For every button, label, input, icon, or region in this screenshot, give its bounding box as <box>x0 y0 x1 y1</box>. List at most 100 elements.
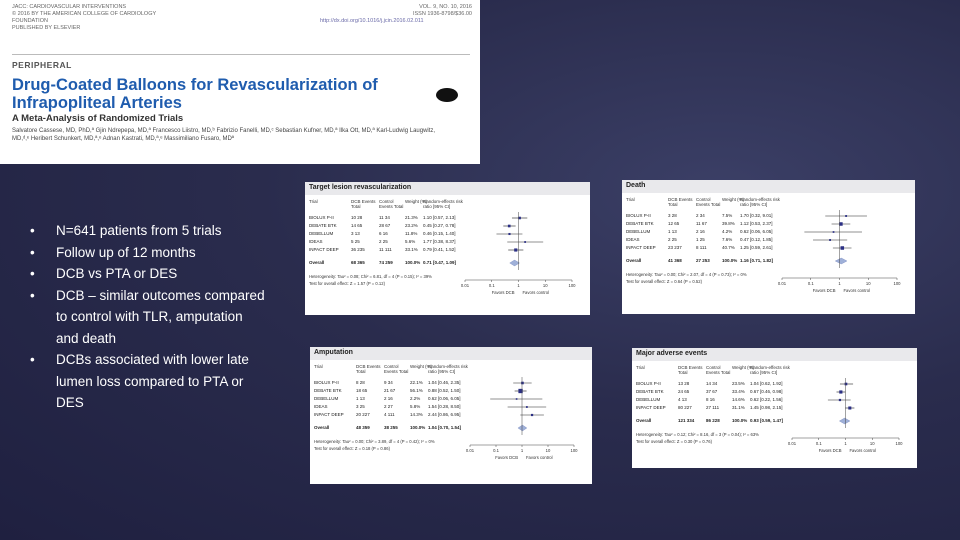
column-header: DCB Events Total <box>351 199 376 209</box>
row-ctrl: 21 67 <box>384 388 396 393</box>
row-ci: 0.62 [0.06, 6.05] <box>428 396 461 401</box>
forest-plot-svg: 0.01 0.1 1 10 100 Favors DCB Favors control <box>466 377 578 460</box>
row-ctrl: 9 34 <box>384 380 393 385</box>
row-weight: 40.7% <box>722 245 735 250</box>
point-estimate <box>845 215 848 217</box>
row-ctrl: 28 67 <box>379 223 391 228</box>
point-estimate <box>518 388 523 394</box>
x-tick-label: 1 <box>517 283 520 288</box>
x-tick-label: 0.01 <box>461 283 470 288</box>
row-ci: 1.77 [0.38, 8.37] <box>423 239 456 244</box>
favours-left-label: Favors DCB <box>813 288 836 293</box>
overall-effect-note: Test for overall effect: Z = 1.57 (P = 0… <box>309 281 385 286</box>
row-ctrl: 4 111 <box>384 412 395 417</box>
row-ctrl: 37 67 <box>706 389 718 394</box>
x-tick-label: 0.01 <box>778 281 787 286</box>
row-ci: 1.10 [0.57, 2.13] <box>423 215 456 220</box>
row-weight: 23.5% <box>732 381 745 386</box>
overall-label: Overall <box>626 258 642 263</box>
row-trial: DEBELLUM <box>636 397 661 402</box>
row-dcb: 4 13 <box>678 397 687 402</box>
heterogeneity-note: Heterogeneity: Tau² = 0.00; Chi² = 3.89,… <box>314 439 435 444</box>
overall-diamond <box>509 259 520 267</box>
figure-title: Amputation <box>310 347 592 360</box>
row-weight: 5.8% <box>410 404 421 409</box>
row-weight: 5.6% <box>405 239 416 244</box>
journal-meta-right: VOL. 9, NO. 10, 2016 ISSN 1936-8798/$36.… <box>352 4 472 18</box>
forest-plot-svg: 0.01 0.1 1 10 100 Favors DCB Favors control <box>778 210 902 293</box>
meta-line: © 2016 BY THE AMERICAN COLLEGE OF CARDIO… <box>12 11 157 24</box>
column-header: Random-effects risk ratio [95% CI] <box>740 197 780 207</box>
row-weight: 33.1% <box>405 247 418 252</box>
row-ci: 1.25 [0.59, 2.61] <box>740 245 773 250</box>
bullet-item: DCB – similar outcomes compared to contr… <box>30 285 266 350</box>
paper-subtitle: A Meta-Analysis of Randomized Trials <box>12 113 184 124</box>
point-estimate <box>848 406 852 410</box>
row-weight: 31.1% <box>732 405 745 410</box>
row-dcb: 24 65 <box>678 389 690 394</box>
row-ctrl: 2 16 <box>384 396 393 401</box>
row-ctrl: 8 111 <box>696 245 707 250</box>
row-ci: 1.04 [0.46, 2.35] <box>428 380 461 385</box>
row-weight: 7.6% <box>722 237 733 242</box>
forest-plot-major-adverse-events: Major adverse events Trial DCB Events Tota… <box>632 348 917 468</box>
row-ci: 0.45 [0.27, 0.78] <box>423 223 456 228</box>
x-tick-label: 100 <box>894 281 902 286</box>
forest-plot-death: Death Trial DCB Events Total Control Events… <box>622 180 915 314</box>
meta-line: JACC: CARDIOVASCULAR INTERVENTIONS <box>12 4 127 10</box>
overall-ctrl: 27 253 <box>696 258 710 263</box>
column-header: Weight (%) <box>722 197 745 202</box>
row-weight: 14.3% <box>410 412 423 417</box>
row-ctrl: 14 34 <box>706 381 718 386</box>
row-trial: IDEAS <box>314 404 328 409</box>
row-ci: 1.45 [0.98, 2.15] <box>750 405 783 410</box>
point-estimate <box>514 248 518 252</box>
favours-left-label: Favors DCB <box>492 290 515 295</box>
column-header: DCB Events Total <box>678 365 703 375</box>
row-weight: 11.8% <box>405 231 418 236</box>
x-tick-label: 0.1 <box>489 283 495 288</box>
point-estimate <box>839 390 843 394</box>
row-ci: 1.54 [0.28, 8.50] <box>428 404 461 409</box>
x-tick-label: 10 <box>866 281 871 286</box>
x-tick-label: 0.1 <box>808 281 814 286</box>
row-ctrl: 2 27 <box>384 404 393 409</box>
overall-ci: 1.16 [0.71, 1.82] <box>740 258 774 263</box>
overall-label: Overall <box>309 260 325 265</box>
row-ci: 1.12 [0.53, 2.37] <box>740 221 773 226</box>
overall-weight: 100.0% <box>732 418 748 423</box>
overall-effect-note: Test for overall effect: Z = 0.64 (P = 0… <box>626 279 702 284</box>
overall-label: Overall <box>636 418 652 423</box>
row-dcb: 12 65 <box>668 221 680 226</box>
x-tick-label: 10 <box>543 283 548 288</box>
row-ctrl: 2 25 <box>379 239 388 244</box>
point-estimate <box>839 222 843 226</box>
crossmark-logo-icon <box>436 88 458 102</box>
summary-bullets: N=641 patients from 5 trials Follow up o… <box>30 220 266 414</box>
meta-line: VOL. 9, NO. 10, 2016 <box>419 4 472 10</box>
row-weight: 22.1% <box>410 380 423 385</box>
row-trial: DEBATE BTK <box>314 388 342 393</box>
row-ci: 1.70 [0.32, 9.01] <box>740 213 773 218</box>
forest-plot-svg: 0.01 0.1 1 10 100 Favors DCB Favors control <box>788 378 903 453</box>
x-tick-label: 1 <box>521 448 524 453</box>
bullet-item: N=641 patients from 5 trials <box>30 220 266 242</box>
column-header: Trial <box>309 199 318 204</box>
row-trial: DEBELLUM <box>626 229 651 234</box>
favours-right-label: Favors control <box>844 288 871 293</box>
row-trial: INPACT DEEP <box>314 412 344 417</box>
overall-dcb: 68 365 <box>351 260 365 265</box>
point-estimate <box>530 413 534 417</box>
row-weight: 4.2% <box>722 229 733 234</box>
paper-authors: Salvatore Cassese, MD, PhD,ª Gjin Ndrepe… <box>12 128 436 142</box>
row-ci: 2.44 [0.86, 6.95] <box>428 412 461 417</box>
column-header: Trial <box>314 364 323 369</box>
overall-effect-note: Test for overall effect: Z = 0.30 (P = 0… <box>636 439 712 444</box>
heterogeneity-note: Heterogeneity: Tau² = 0.08; Chi² = 6.81,… <box>309 274 432 279</box>
row-weight: 7.5% <box>722 213 733 218</box>
overall-weight: 100.0% <box>405 260 421 265</box>
column-header: Random-effects risk ratio [95% CI] <box>428 364 468 374</box>
x-tick-label: 0.1 <box>816 441 822 446</box>
overall-diamond <box>834 257 848 265</box>
row-weight: 14.6% <box>732 397 745 402</box>
